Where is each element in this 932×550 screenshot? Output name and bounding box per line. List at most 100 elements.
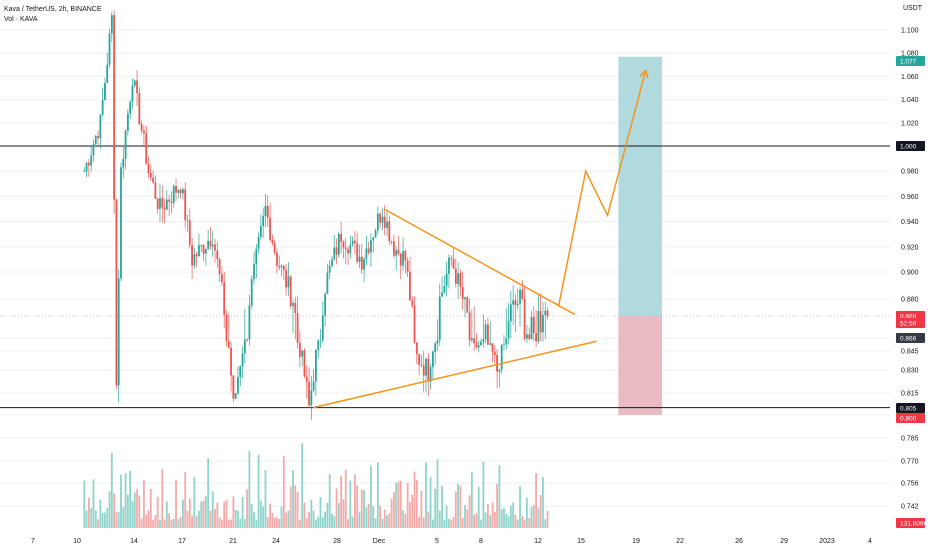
candle-body bbox=[271, 239, 274, 244]
volume-bar bbox=[450, 519, 453, 528]
volume-bar bbox=[298, 519, 301, 528]
candle-body bbox=[340, 233, 343, 242]
volume-bar bbox=[262, 506, 265, 528]
candle-body bbox=[542, 315, 544, 333]
projection-path bbox=[557, 70, 647, 307]
candle-body bbox=[539, 311, 542, 333]
candle-body bbox=[448, 257, 450, 274]
volume-bar bbox=[374, 518, 377, 528]
trend-drawings[interactable] bbox=[313, 69, 649, 409]
candle-body bbox=[409, 271, 411, 301]
volume-bar bbox=[521, 516, 524, 528]
volume-bar bbox=[413, 471, 416, 528]
price-badge bbox=[896, 333, 925, 343]
volume-bar bbox=[498, 465, 501, 528]
candle-body bbox=[94, 135, 97, 144]
candle-body bbox=[184, 189, 187, 220]
price-badge-label: 131.809K bbox=[900, 520, 928, 527]
volume-bar bbox=[214, 509, 216, 528]
candle-body bbox=[294, 302, 297, 314]
volume-bar bbox=[388, 512, 391, 528]
volume-bar bbox=[104, 512, 106, 528]
volume-bar bbox=[344, 469, 347, 528]
volume-bar bbox=[113, 493, 116, 528]
volume-bar bbox=[470, 472, 473, 528]
candle-body bbox=[374, 230, 377, 238]
price-tick-label: 0.830 bbox=[901, 368, 919, 375]
candle-body bbox=[519, 289, 521, 304]
price-badge-label: 0.800 bbox=[900, 415, 917, 422]
volume-bar bbox=[165, 501, 168, 528]
volume-bar bbox=[243, 519, 246, 528]
time-axis-bg bbox=[0, 532, 932, 550]
price-tick-label: 1.040 bbox=[901, 97, 919, 104]
volume-bar bbox=[305, 518, 308, 528]
candle-body bbox=[344, 247, 347, 250]
volume-bar bbox=[383, 509, 386, 528]
price-tick-label: 0.770 bbox=[901, 459, 919, 466]
candle-body bbox=[431, 351, 434, 368]
candle-body bbox=[248, 305, 251, 340]
price-tick-label: 0.940 bbox=[901, 219, 919, 226]
horizontal-levels[interactable] bbox=[0, 145, 890, 409]
price-tick-label: 0.960 bbox=[901, 194, 919, 201]
long-position-tool[interactable] bbox=[0, 56, 890, 415]
volume-bar bbox=[246, 489, 249, 528]
price-badge bbox=[896, 403, 925, 413]
candle-body bbox=[500, 344, 503, 370]
candle-body bbox=[230, 347, 232, 376]
candle-body bbox=[356, 243, 359, 262]
volume-bar bbox=[514, 514, 517, 528]
volume-bar bbox=[108, 491, 111, 528]
candle-body bbox=[136, 80, 138, 94]
volume-bar bbox=[395, 482, 398, 528]
volume-bar bbox=[143, 479, 145, 528]
volume-bar bbox=[248, 450, 251, 528]
volume-bar bbox=[441, 485, 443, 528]
candle-body bbox=[523, 299, 526, 339]
volume-bar bbox=[464, 505, 466, 528]
symbol-title[interactable]: Kava / TetherUS, 2h, BINANCE bbox=[4, 6, 102, 13]
volume-bar bbox=[83, 480, 86, 528]
candle-body bbox=[480, 341, 482, 346]
time-axis[interactable]: 7 10 14 17 21 24 28 Dec 5 8 12 15 19 22 26 29 2023 4 bbox=[0, 532, 932, 550]
volume-bar bbox=[503, 508, 505, 528]
candle-body bbox=[188, 220, 191, 245]
volume-bar bbox=[420, 491, 423, 528]
candle-body bbox=[402, 251, 404, 266]
price-tick-label: 1.020 bbox=[901, 120, 919, 127]
candle-body bbox=[498, 369, 501, 372]
volume-bar bbox=[223, 501, 226, 528]
candle-body bbox=[544, 310, 547, 316]
price-tick-label: 1.100 bbox=[901, 28, 919, 35]
candle-body bbox=[372, 237, 375, 241]
candle-body bbox=[491, 343, 494, 352]
volume-bar bbox=[392, 492, 395, 528]
candle-body bbox=[273, 243, 276, 253]
loss-zone bbox=[618, 316, 662, 415]
volume-bar bbox=[163, 519, 166, 528]
volume-bar bbox=[459, 486, 462, 528]
candle-body bbox=[106, 64, 109, 83]
volume-bar bbox=[386, 515, 388, 528]
candle-body bbox=[191, 244, 193, 266]
volume-bar bbox=[282, 455, 285, 528]
candle-body bbox=[335, 247, 338, 255]
time-tick-label: 17 bbox=[178, 538, 186, 545]
volume-bar bbox=[528, 518, 531, 528]
time-tick-label: 14 bbox=[130, 538, 138, 545]
price-badge bbox=[896, 518, 925, 528]
price-badge-label: 52:59 bbox=[900, 320, 917, 327]
volume-bar bbox=[182, 499, 184, 528]
candle-body bbox=[367, 248, 370, 253]
candle-body bbox=[154, 182, 157, 199]
volume-bar bbox=[512, 502, 515, 528]
volume-bar bbox=[237, 510, 239, 528]
candle-body bbox=[159, 197, 161, 209]
candle-body bbox=[129, 101, 132, 114]
volume-bars bbox=[83, 443, 549, 528]
candle-body bbox=[321, 315, 324, 341]
price-axis[interactable]: USDT 1.100 1.080 1.060 1.040 1.020 1.000 0.980 0… bbox=[890, 0, 932, 550]
candle-body bbox=[420, 365, 423, 366]
